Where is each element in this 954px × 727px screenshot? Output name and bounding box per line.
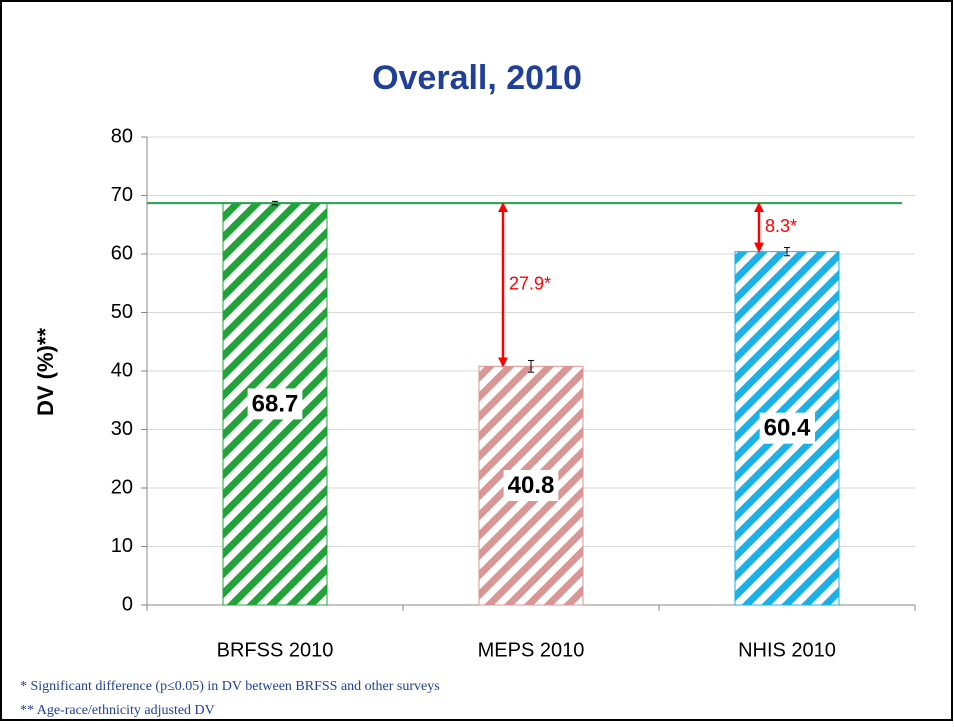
annotation: 8.3* <box>765 216 797 236</box>
y-tick-label: 0 <box>122 593 133 615</box>
x-tick-label: NHIS 2010 <box>738 639 836 661</box>
y-tick-label: 40 <box>111 359 133 381</box>
x-tick-label: MEPS 2010 <box>478 639 585 661</box>
data-label: 68.7 <box>252 390 299 417</box>
error-bar <box>528 359 534 373</box>
data-label: 60.4 <box>764 415 811 442</box>
chart-title: Overall, 2010 <box>372 59 582 97</box>
y-tick-label: 30 <box>111 418 133 440</box>
error-bar <box>784 247 790 257</box>
x-tick-label: BRFSS 2010 <box>217 639 334 661</box>
y-tick-label: 50 <box>111 301 133 323</box>
y-tick-label: 10 <box>111 535 133 557</box>
y-axis-label: DV (%)** <box>33 328 58 416</box>
y-tick-label: 20 <box>111 476 133 498</box>
annotation: 27.9* <box>509 273 551 293</box>
y-tick-label: 60 <box>111 242 133 264</box>
footnote: * Significant difference (p≤0.05) in DV … <box>20 679 440 694</box>
data-label: 40.8 <box>508 472 555 499</box>
y-tick-label: 80 <box>111 125 133 147</box>
y-tick-label: 70 <box>111 184 133 206</box>
footnote: ** Age-race/ethnicity adjusted DV <box>20 703 215 718</box>
